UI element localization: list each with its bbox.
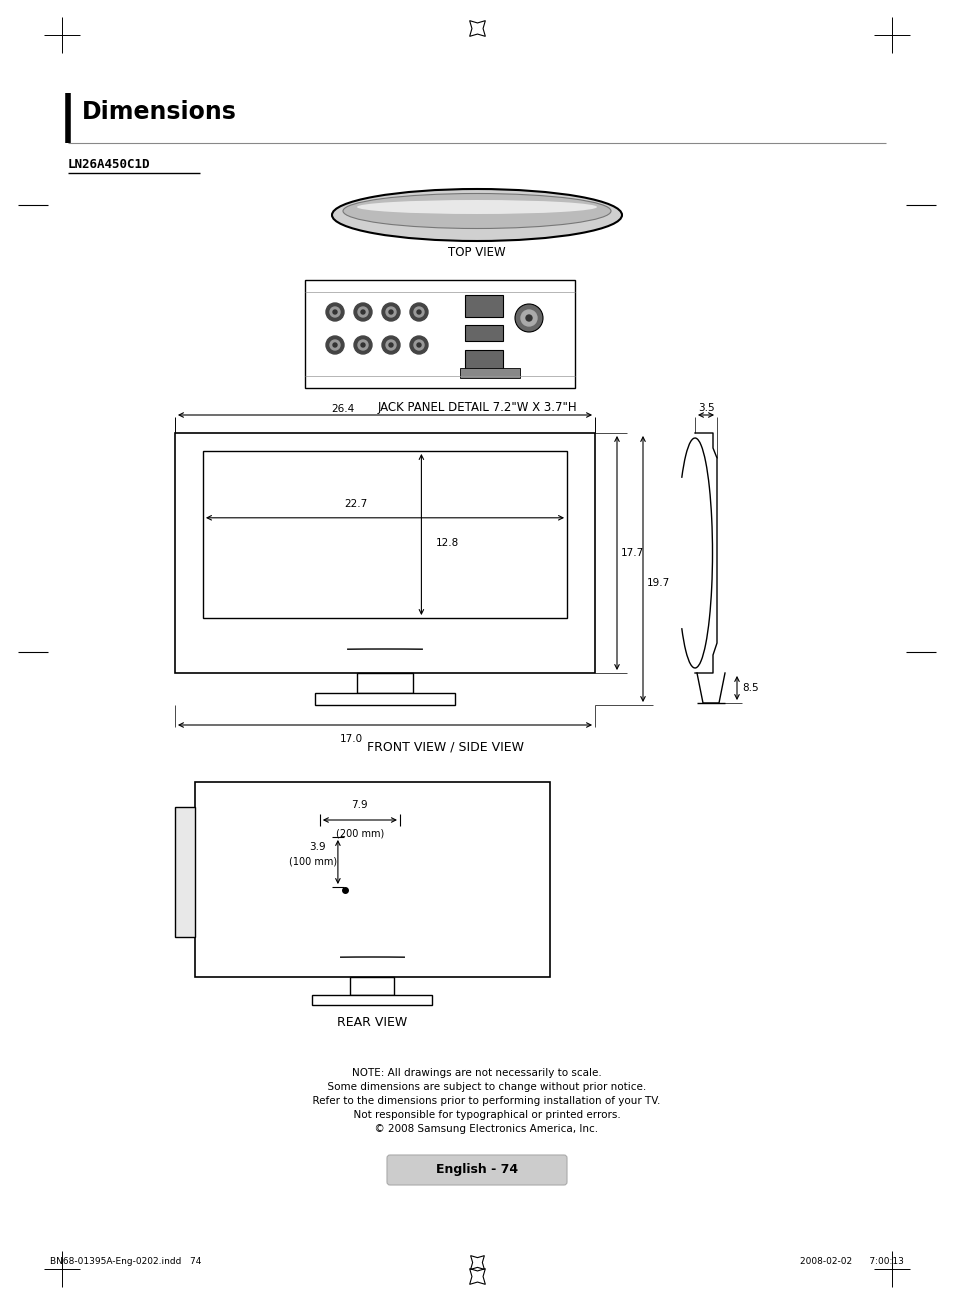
- Bar: [174, 807, 194, 938]
- Text: 7.9: 7.9: [352, 799, 368, 810]
- Text: TOP VIEW: TOP VIEW: [448, 245, 505, 258]
- Circle shape: [357, 340, 368, 349]
- Text: 17.7: 17.7: [620, 548, 643, 558]
- Bar: [314, 692, 455, 705]
- Circle shape: [357, 306, 368, 317]
- Bar: [203, 451, 566, 618]
- FancyBboxPatch shape: [387, 1155, 566, 1185]
- Circle shape: [326, 303, 344, 321]
- Text: Not responsible for typographical or printed errors.: Not responsible for typographical or pri…: [334, 1110, 619, 1120]
- Circle shape: [333, 343, 336, 347]
- Bar: [464, 325, 502, 342]
- Text: Refer to the dimensions prior to performing installation of your TV.: Refer to the dimensions prior to perform…: [293, 1095, 660, 1106]
- Text: 19.7: 19.7: [646, 578, 670, 588]
- Circle shape: [410, 336, 428, 353]
- Ellipse shape: [332, 189, 621, 241]
- Text: 17.0: 17.0: [339, 734, 362, 745]
- Circle shape: [326, 336, 344, 353]
- Text: Dimensions: Dimensions: [82, 100, 236, 124]
- Text: FRONT VIEW / SIDE VIEW: FRONT VIEW / SIDE VIEW: [367, 741, 524, 754]
- Text: (200 mm): (200 mm): [335, 828, 384, 838]
- Text: 3.5: 3.5: [697, 403, 714, 413]
- Text: 12.8: 12.8: [435, 537, 458, 548]
- Circle shape: [381, 336, 399, 353]
- Text: JACK PANEL DETAIL 7.2"W X 3.7"H: JACK PANEL DETAIL 7.2"W X 3.7"H: [376, 402, 577, 415]
- Circle shape: [414, 306, 423, 317]
- Circle shape: [515, 304, 542, 333]
- Circle shape: [525, 316, 532, 321]
- Text: © 2008 Samsung Electronics America, Inc.: © 2008 Samsung Electronics America, Inc.: [355, 1124, 598, 1134]
- Circle shape: [416, 343, 420, 347]
- Ellipse shape: [343, 193, 610, 228]
- Text: BN68-01395A-Eng-0202.indd   74: BN68-01395A-Eng-0202.indd 74: [50, 1257, 201, 1266]
- Circle shape: [330, 340, 339, 349]
- Circle shape: [386, 306, 395, 317]
- Text: 26.4: 26.4: [331, 404, 355, 413]
- Circle shape: [416, 310, 420, 314]
- Text: LN26A450C1D: LN26A450C1D: [68, 158, 151, 171]
- Bar: [305, 280, 575, 389]
- Circle shape: [360, 310, 365, 314]
- Bar: [464, 295, 502, 317]
- Text: 22.7: 22.7: [344, 499, 367, 509]
- Circle shape: [410, 303, 428, 321]
- Bar: [350, 977, 395, 995]
- Text: English - 74: English - 74: [436, 1163, 517, 1176]
- Ellipse shape: [356, 200, 597, 214]
- Text: NOTE: All drawings are not necessarily to scale.: NOTE: All drawings are not necessarily t…: [352, 1068, 601, 1078]
- Circle shape: [354, 336, 372, 353]
- Bar: [464, 349, 502, 372]
- Circle shape: [330, 306, 339, 317]
- Circle shape: [389, 343, 393, 347]
- Bar: [459, 368, 519, 378]
- Text: REAR VIEW: REAR VIEW: [337, 1017, 407, 1029]
- Text: 8.5: 8.5: [741, 683, 758, 692]
- Circle shape: [354, 303, 372, 321]
- Circle shape: [360, 343, 365, 347]
- Bar: [194, 782, 550, 977]
- Bar: [356, 673, 413, 692]
- Text: 3.9: 3.9: [310, 842, 326, 852]
- Circle shape: [389, 310, 393, 314]
- Circle shape: [333, 310, 336, 314]
- Text: (100 mm): (100 mm): [289, 857, 336, 867]
- Circle shape: [520, 310, 537, 326]
- Text: 2008-02-02      7:00:13: 2008-02-02 7:00:13: [800, 1257, 903, 1266]
- Circle shape: [381, 303, 399, 321]
- Circle shape: [414, 340, 423, 349]
- Circle shape: [386, 340, 395, 349]
- Bar: [313, 995, 432, 1005]
- Text: Some dimensions are subject to change without prior notice.: Some dimensions are subject to change wi…: [308, 1082, 645, 1091]
- Bar: [174, 433, 595, 673]
